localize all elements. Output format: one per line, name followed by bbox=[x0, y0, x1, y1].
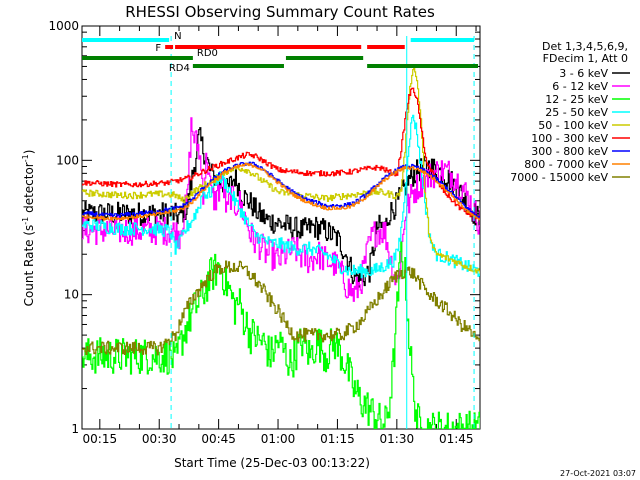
y-tick-label: 100 bbox=[56, 153, 79, 167]
x-axis-label: Start Time (25-Dec-03 00:13:22) bbox=[174, 456, 370, 470]
footer-timestamp: 27-Oct-2021 03:07 bbox=[560, 469, 636, 478]
state-bar-label: N bbox=[174, 31, 181, 42]
x-tick-label: 00:45 bbox=[201, 432, 236, 446]
legend-entry-label: 25 - 50 keV bbox=[545, 106, 608, 119]
x-tick-label: 00:15 bbox=[83, 432, 118, 446]
legend-entry-label: 12 - 25 keV bbox=[545, 93, 608, 106]
x-tick-label: 01:30 bbox=[380, 432, 415, 446]
legend-entry-label: 300 - 800 keV bbox=[531, 145, 608, 158]
legend-header-line: Det 1,3,4,5,6,9, bbox=[542, 40, 628, 53]
legend-entry-label: 7000 - 15000 keV bbox=[510, 171, 608, 184]
plot-area: 1 10 100 1000 00:15 00:30 00:45 01:00 01:15 01:30… bbox=[48, 19, 481, 446]
y-axis-label-mid: detector bbox=[22, 162, 36, 217]
y-axis-label-end: ) bbox=[22, 150, 36, 155]
series-line bbox=[82, 117, 480, 302]
chart-title: RHESSI Observing Summary Count Rates bbox=[125, 3, 435, 21]
y-axis-label: Count Rate (s-1 detector-1) bbox=[21, 150, 36, 307]
x-tick-label: 01:15 bbox=[320, 432, 355, 446]
legend-entry-label: 6 - 12 keV bbox=[552, 80, 608, 93]
series-line bbox=[82, 162, 480, 221]
legend-header-line: FDecim 1, Att 0 bbox=[543, 52, 628, 65]
legend-entry-label: 100 - 300 keV bbox=[531, 132, 608, 145]
y-tick-label: 1 bbox=[71, 422, 79, 436]
x-tick-label: 01:45 bbox=[439, 432, 474, 446]
y-tick-label: 10 bbox=[64, 288, 79, 302]
series-line bbox=[82, 260, 480, 356]
series-line bbox=[82, 87, 480, 221]
series-line bbox=[82, 114, 480, 279]
state-bar-label: RD4 bbox=[169, 63, 190, 74]
y-tick-label: 1000 bbox=[48, 19, 79, 33]
legend-entry-label: 50 - 100 keV bbox=[538, 119, 608, 132]
y-axis-label-sup2: -1 bbox=[21, 154, 30, 162]
y-axis-label-sup1: -1 bbox=[21, 217, 30, 225]
state-bar-label: RD0 bbox=[197, 48, 218, 59]
legend-entry-label: 800 - 7000 keV bbox=[524, 158, 608, 171]
x-tick-label: 01:00 bbox=[261, 432, 296, 446]
series-line bbox=[82, 67, 480, 274]
state-bar-label: F bbox=[155, 43, 161, 54]
x-tick-label: 00:30 bbox=[142, 432, 177, 446]
series-line bbox=[82, 161, 480, 219]
data-layer bbox=[82, 36, 480, 429]
y-axis-label-main: Count Rate (s bbox=[22, 225, 36, 307]
svg-text:Count Rate (s-1 detector-1): Count Rate (s-1 detector-1) bbox=[21, 150, 36, 307]
series-line bbox=[82, 241, 480, 429]
legend-entry-label: 3 - 6 keV bbox=[559, 67, 608, 80]
legend: Det 1,3,4,5,6,9,FDecim 1, Att 0 3 - 6 keV… bbox=[510, 40, 630, 184]
